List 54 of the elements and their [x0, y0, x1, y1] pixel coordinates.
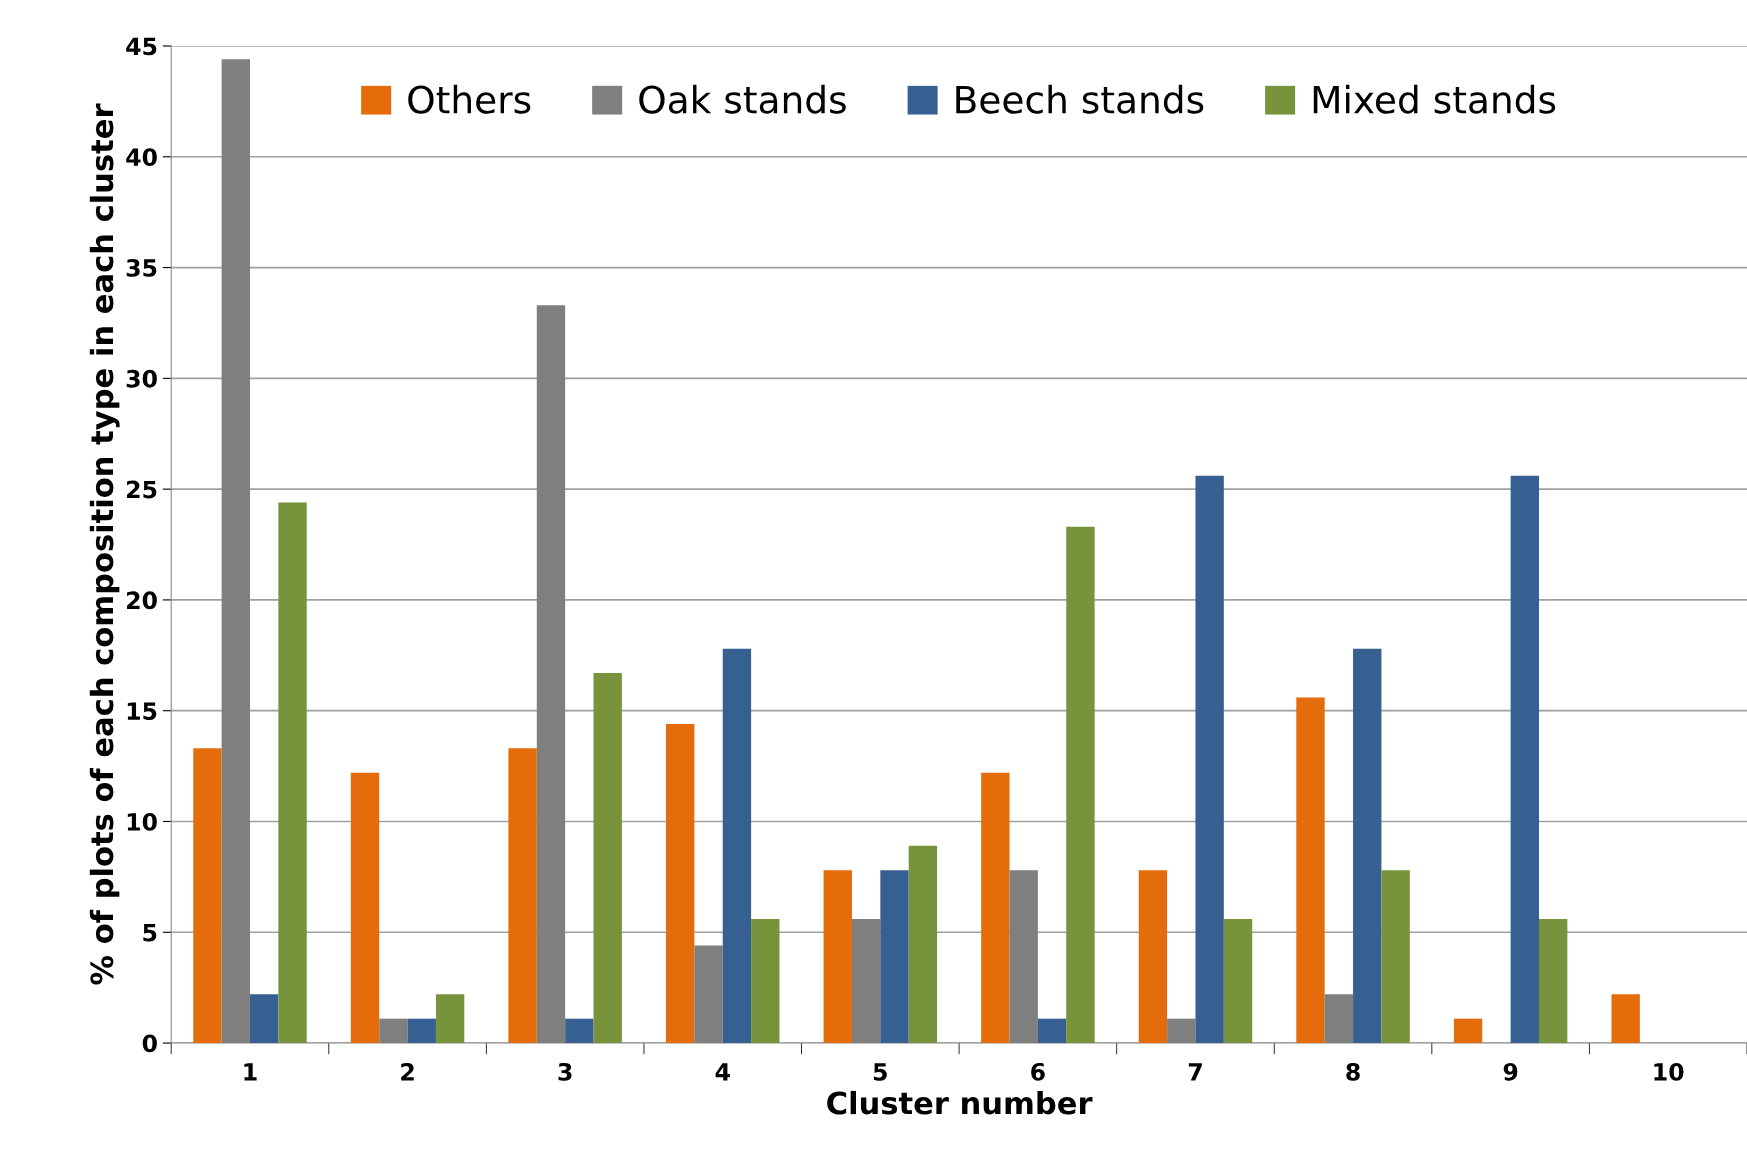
bar	[193, 748, 222, 1044]
x-tick-label: 4	[715, 1063, 730, 1081]
y-tick-label: 45	[126, 37, 157, 56]
bar	[1611, 994, 1640, 1044]
x-axis-title: Cluster number	[827, 1090, 1093, 1115]
bar	[751, 918, 780, 1044]
bar	[593, 673, 622, 1044]
y-tick-label: 10	[127, 812, 157, 831]
bar	[1539, 918, 1568, 1044]
y-tick-label: 30	[126, 369, 157, 388]
y-tick-label: 0	[142, 1034, 157, 1053]
x-tick-label: 9	[1503, 1062, 1518, 1081]
bar	[1296, 697, 1325, 1044]
bar	[1066, 526, 1095, 1044]
y-axis-title: % of plots of each composition type in each cluster	[89, 103, 120, 985]
bar	[823, 870, 852, 1044]
bar	[1510, 475, 1539, 1044]
x-tick-label: 7	[1188, 1063, 1202, 1081]
x-tick-label: 3	[558, 1062, 572, 1081]
legend-label: Oak stands	[639, 84, 846, 114]
y-tick-label: 15	[127, 702, 157, 721]
bar	[1138, 870, 1168, 1044]
bar	[278, 502, 307, 1044]
bar	[435, 994, 465, 1044]
legend-label: Others	[408, 84, 531, 114]
bar	[407, 1018, 436, 1044]
y-tick-label: 25	[127, 480, 157, 499]
legend-label: Beech stands	[956, 84, 1204, 114]
bar	[908, 845, 938, 1044]
x-tick-label: 1	[244, 1063, 257, 1081]
bar	[508, 748, 537, 1044]
y-tick-label: 20	[127, 591, 157, 610]
bar	[350, 772, 380, 1044]
bar	[1353, 648, 1382, 1044]
bar	[666, 723, 695, 1044]
bar	[1453, 1018, 1483, 1044]
y-tick-label: 35	[126, 259, 157, 277]
x-tick-label: 5	[873, 1063, 887, 1081]
bar	[1037, 1018, 1067, 1044]
bar	[981, 772, 1010, 1044]
bar	[880, 870, 909, 1044]
bar	[1381, 870, 1410, 1044]
bar	[250, 994, 279, 1044]
y-tick-label: 40	[126, 148, 157, 167]
y-tick-label: 5	[143, 924, 157, 942]
bar	[1195, 475, 1224, 1044]
bar	[565, 1018, 594, 1044]
legend-label: Mixed stands	[1313, 84, 1556, 114]
bar	[1223, 918, 1253, 1044]
x-tick-label: 8	[1346, 1062, 1360, 1081]
bar	[722, 648, 752, 1044]
x-tick-label: 2	[401, 1062, 414, 1081]
x-tick-label: 10	[1654, 1062, 1684, 1081]
x-tick-label: 6	[1031, 1062, 1045, 1081]
